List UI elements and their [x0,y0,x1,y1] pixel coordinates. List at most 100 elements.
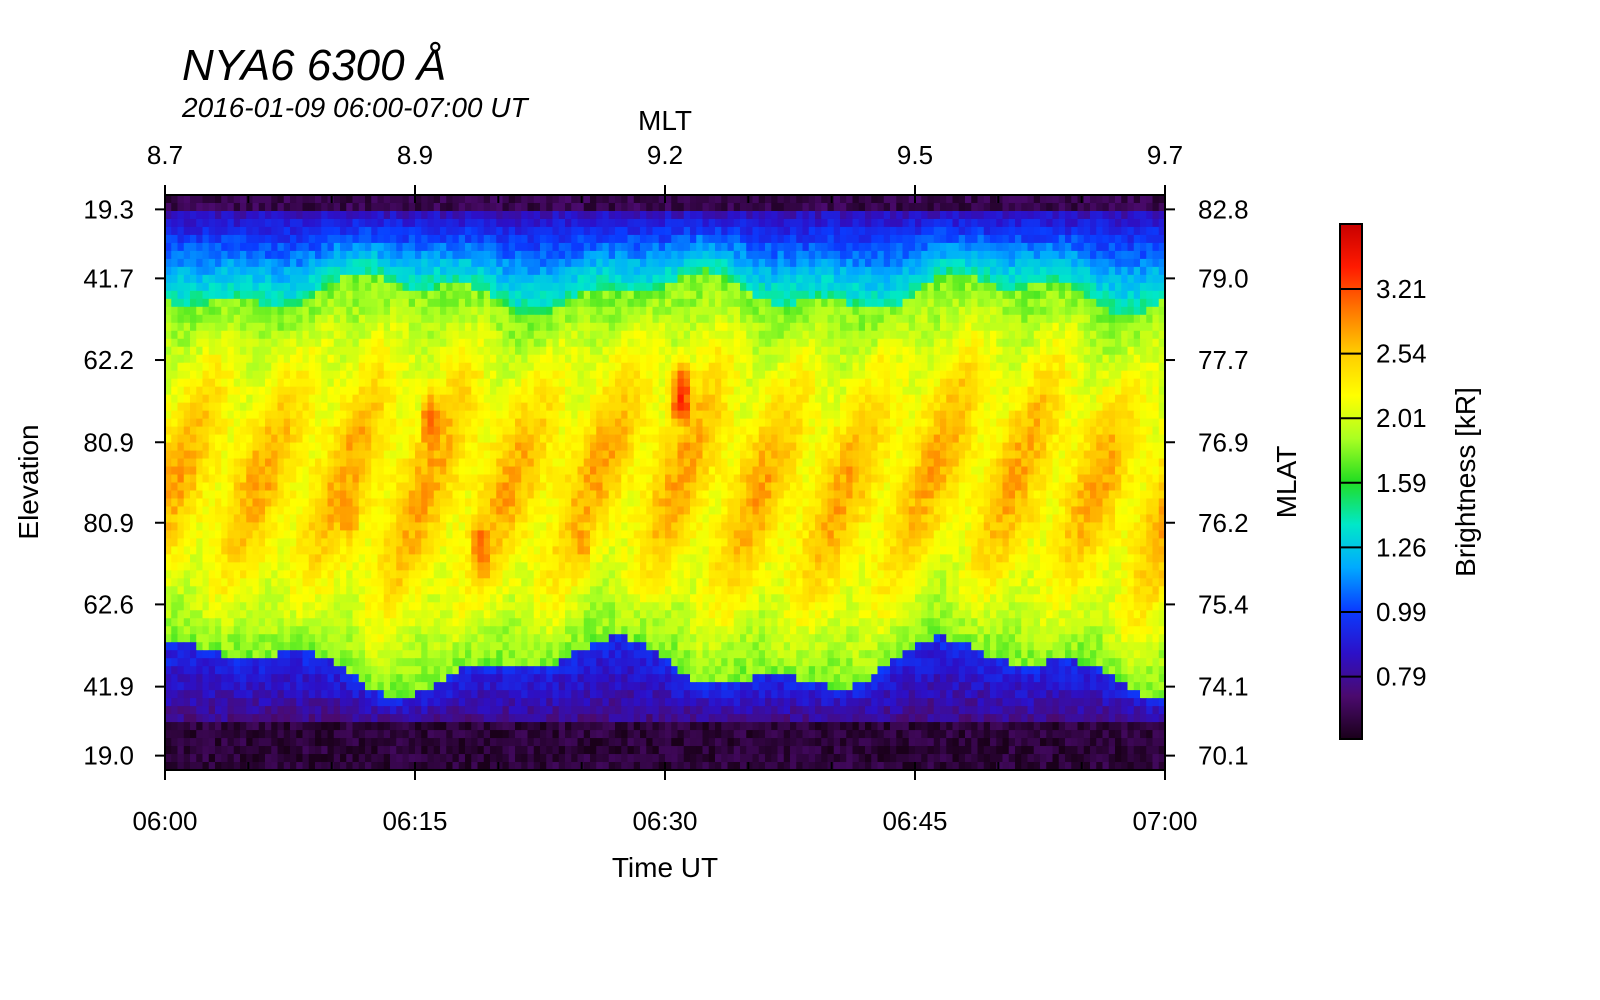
heatmap-cell [796,242,804,252]
heatmap-cell [1096,242,1104,252]
heatmap-cell [721,426,729,436]
heatmap-cell [721,195,729,204]
heatmap-cell [265,338,272,348]
heatmap-cell [840,210,847,220]
heatmap-cell [1121,234,1129,244]
heatmap-cell [827,258,835,268]
heatmap-cell [790,338,797,348]
heatmap-cell [1108,402,1116,412]
heatmap-cell [671,266,679,276]
heatmap-cell [883,378,891,388]
heatmap-cell [608,242,616,252]
heatmap-cell [940,370,947,380]
heatmap-cell [1115,346,1122,356]
heatmap-cell [1058,266,1066,276]
heatmap-cell [577,250,585,260]
heatmap-cell [896,234,904,244]
heatmap-cell [252,338,260,348]
heatmap-cell [390,418,397,428]
heatmap-cell [702,250,710,260]
heatmap-cell [821,218,829,228]
heatmap-cell [715,354,722,364]
heatmap-cell [496,218,504,228]
heatmap-cell [477,410,485,420]
heatmap-cell [940,314,947,324]
heatmap-cell [1127,218,1135,228]
heatmap-cell [415,274,422,284]
heatmap-cell [758,322,766,332]
heatmap-cell [996,290,1004,300]
heatmap-cell [915,290,922,300]
heatmap-cell [708,426,716,436]
heatmap-cell [1096,378,1104,388]
heatmap-cell [1083,402,1091,412]
heatmap-cell [946,394,954,404]
heatmap-cell [390,306,397,316]
heatmap-cell [808,250,816,260]
heatmap-cell [165,306,172,316]
heatmap-cell [1127,354,1135,364]
heatmap-cell [596,402,604,412]
heatmap-cell [683,434,691,444]
heatmap-cell [352,426,360,436]
heatmap-cell [1058,394,1066,404]
heatmap-cell [396,434,404,444]
heatmap-cell [952,354,960,364]
heatmap-cell [296,226,304,236]
heatmap-cell [408,434,416,444]
heatmap-cell [215,290,222,300]
heatmap-cell [833,218,841,228]
heatmap-cell [202,378,210,388]
heatmap-cell [815,274,822,284]
heatmap-cell [871,234,879,244]
heatmap-cell [746,322,754,332]
heatmap-cell [1058,338,1066,348]
heatmap-cell [690,378,697,388]
heatmap-cell [1052,282,1060,292]
heatmap-cell [615,370,622,380]
heatmap-cell [246,282,254,292]
heatmap-cell [427,410,435,420]
heatmap-cell [208,346,216,356]
heatmap-cell [240,210,247,220]
heatmap-cell [902,258,910,268]
heatmap-cell [421,202,429,212]
heatmap-cell [715,426,722,436]
heatmap-cell [802,290,810,300]
heatmap-cell [1071,226,1079,236]
heatmap-cell [946,274,954,284]
heatmap-cell [202,370,210,380]
heatmap-cell [952,402,960,412]
heatmap-cell [502,394,510,404]
heatmap-cell [315,226,322,236]
heatmap-cell [733,202,741,212]
heatmap-cell [321,202,329,212]
heatmap-cell [315,250,322,260]
heatmap-cell [165,402,172,412]
heatmap-cell [640,418,647,428]
heatmap-cell [333,274,341,284]
heatmap-cell [608,234,616,244]
heatmap-cell [1152,386,1160,396]
heatmap-cell [765,202,772,212]
heatmap-cell [783,418,791,428]
heatmap-cell [840,226,847,236]
heatmap-cell [852,362,860,372]
heatmap-cell [815,410,822,420]
heatmap-cell [608,378,616,388]
heatmap-cell [1108,195,1116,204]
heatmap-cell [996,346,1004,356]
heatmap-cell [483,394,491,404]
heatmap-cell [858,242,866,252]
heatmap-cell [571,226,579,236]
heatmap-cell [540,322,547,332]
heatmap-cell [821,226,829,236]
heatmap-cell [471,426,479,436]
heatmap-cell [177,195,185,204]
heatmap-cell [996,250,1004,260]
heatmap-cell [690,314,697,324]
heatmap-cell [446,370,454,380]
heatmap-cell [983,242,991,252]
heatmap-cell [1065,202,1072,212]
heatmap-cell [340,242,347,252]
